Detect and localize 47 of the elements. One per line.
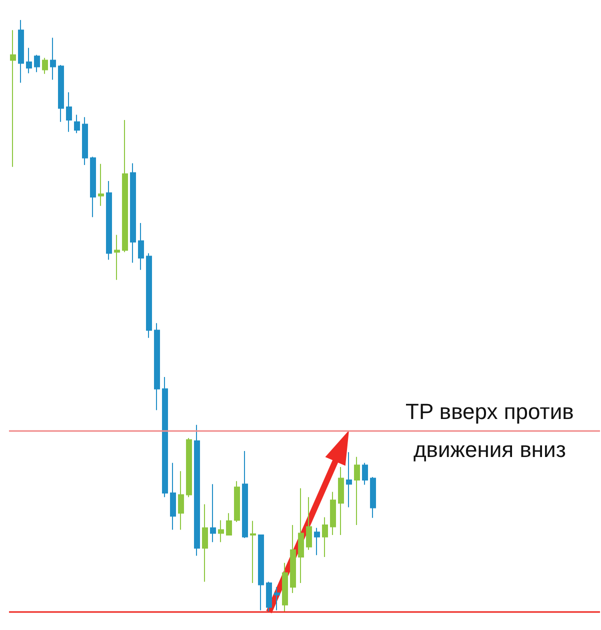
candlestick [26,47,32,74]
candlestick [50,37,56,80]
candlestick [34,54,40,73]
candlestick [186,437,192,498]
candlestick [346,452,352,508]
candlestick [202,504,208,582]
candlestick [122,120,128,253]
candlestick [226,512,232,536]
candlestick [306,496,312,550]
candlestick [58,64,64,122]
candlestick [370,476,376,518]
candlestick [362,462,368,486]
candlestick [274,586,280,611]
candlestick [314,527,320,556]
candlestick [10,30,16,168]
candlestick [194,424,200,556]
candlestick [266,581,272,612]
candlestick [290,524,296,594]
candlestick [154,322,160,411]
candlestick [114,234,120,280]
candlestick [330,491,336,536]
candlestick [138,222,144,270]
candlestick [298,488,304,584]
candlestick [354,456,360,526]
candlestick [218,520,224,543]
candlestick [18,20,24,84]
candlestick [242,450,248,538]
candlestick [98,163,104,206]
candlestick [90,156,96,218]
candlestick [282,562,288,612]
candlestick [66,92,72,132]
candlestick [162,376,168,498]
candlestick [106,180,112,260]
ref-line-label: TP вверх против движения вниз [406,398,574,462]
candlestick [178,470,184,530]
candlestick [234,480,240,523]
candlestick [74,114,80,134]
candlestick [146,252,152,338]
candlestick [322,516,328,558]
candlestick [210,484,216,543]
candlestick [130,162,136,264]
candlestick [82,116,88,166]
candlestick [258,534,264,611]
candlestick [170,462,176,530]
candlestick [338,466,344,536]
candlestick [250,520,256,584]
candlestick [42,57,48,74]
